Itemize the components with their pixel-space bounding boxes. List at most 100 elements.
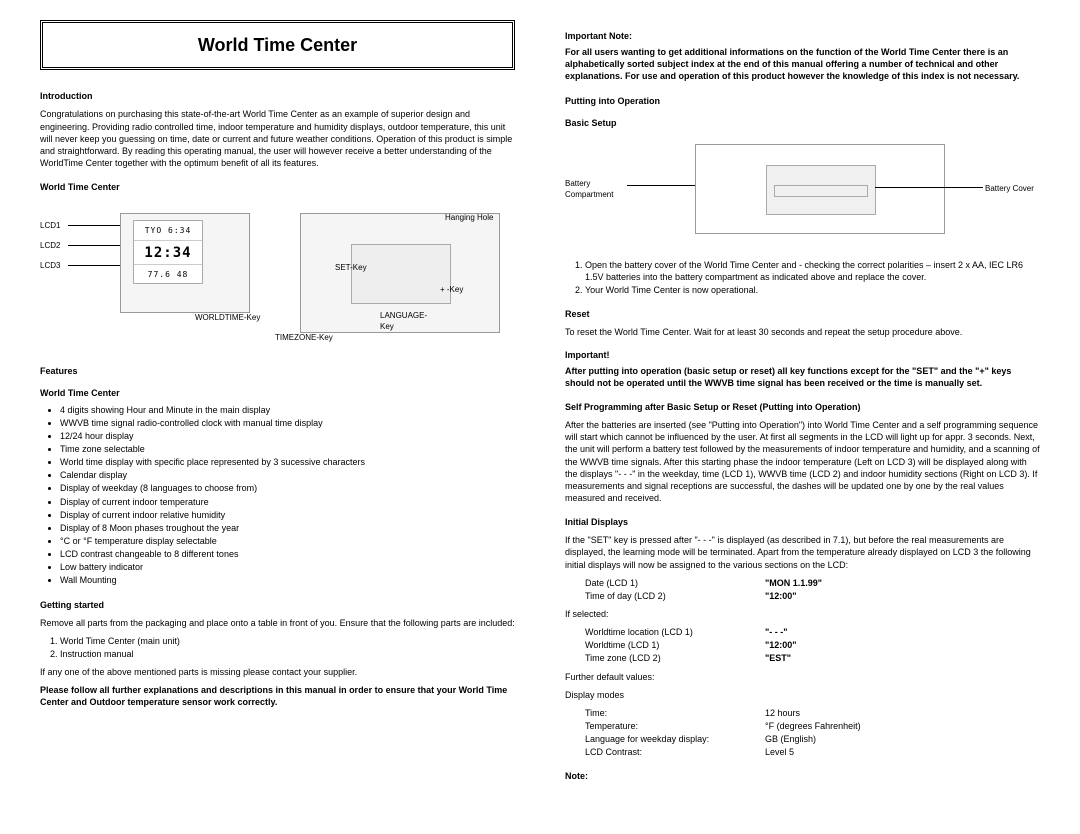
bc-line-right xyxy=(875,187,983,188)
right-column: Important Note: For all users wanting to… xyxy=(565,20,1040,814)
basic-setup-heading: Basic Setup xyxy=(565,117,1040,129)
display-value: "MON 1.1.99" xyxy=(765,577,822,589)
feature-item: 4 digits showing Hour and Minute in the … xyxy=(60,404,515,416)
display-value: "12:00" xyxy=(765,590,797,602)
reset-heading: Reset xyxy=(565,308,1040,320)
device-diagram: LCD1 LCD2 LCD3 TYO 6:34 12:34 77.6 48 Ha… xyxy=(40,203,515,353)
display-key: Language for weekday display: xyxy=(585,733,765,745)
features-list: 4 digits showing Hour and Minute in the … xyxy=(60,404,515,587)
display-row: Worldtime (LCD 1)"12:00" xyxy=(585,639,1040,651)
display-value: "12:00" xyxy=(765,639,797,651)
wtc-heading: World Time Center xyxy=(40,181,515,193)
initial-rows-1: Date (LCD 1)"MON 1.1.99"Time of day (LCD… xyxy=(585,577,1040,602)
important-note-heading: Important Note: xyxy=(565,30,1040,42)
feature-item: Low battery indicator xyxy=(60,561,515,573)
feature-item: Display of current indoor relative humid… xyxy=(60,509,515,521)
getting-started-heading: Getting started xyxy=(40,599,515,611)
back-panel xyxy=(351,244,451,304)
lcd-block: TYO 6:34 12:34 77.6 48 xyxy=(133,220,203,284)
display-value: GB (English) xyxy=(765,733,816,745)
feature-item: World time display with specific place r… xyxy=(60,456,515,468)
display-value: Level 5 xyxy=(765,746,794,758)
left-column: World Time Center Introduction Congratul… xyxy=(40,20,515,814)
display-row: Time zone (LCD 2)"EST" xyxy=(585,652,1040,664)
initial-rows-2: Worldtime location (LCD 1)"- - -"Worldti… xyxy=(585,626,1040,664)
lcd-row-1: TYO 6:34 xyxy=(134,221,202,241)
getting-started-p3: Please follow all further explanations a… xyxy=(40,684,515,708)
display-row: Language for weekday display:GB (English… xyxy=(585,733,1040,745)
feature-item: °C or °F temperature display selectable xyxy=(60,535,515,547)
display-key: Time zone (LCD 2) xyxy=(585,652,765,664)
display-row: Time of day (LCD 2)"12:00" xyxy=(585,590,1040,602)
further-default: Further default values: xyxy=(565,671,1040,683)
plus-key-label: + -Key xyxy=(440,285,463,296)
getting-started-list: World Time Center (main unit)Instruction… xyxy=(60,635,515,660)
worldtime-key-label: WORLDTIME-Key xyxy=(195,313,260,324)
note-heading: Note: xyxy=(565,770,1040,782)
feature-item: WWVB time signal radio-controlled clock … xyxy=(60,417,515,429)
hanging-hole-label: Hanging Hole xyxy=(445,213,493,224)
lcd1-label: LCD1 xyxy=(40,221,60,232)
getting-item: World Time Center (main unit) xyxy=(60,635,515,647)
important2-text: After putting into operation (basic setu… xyxy=(565,365,1040,389)
display-key: Time of day (LCD 2) xyxy=(585,590,765,602)
feature-item: Calendar display xyxy=(60,469,515,481)
display-row: LCD Contrast:Level 5 xyxy=(585,746,1040,758)
display-key: Temperature: xyxy=(585,720,765,732)
if-selected: If selected: xyxy=(565,608,1040,620)
getting-item: Instruction manual xyxy=(60,648,515,660)
lcd-row-2: 12:34 xyxy=(134,241,202,265)
set-key-label: SET-Key xyxy=(335,263,367,274)
initial-rows-3: Time:12 hoursTemperature:°F (degrees Fah… xyxy=(585,707,1040,759)
reset-text: To reset the World Time Center. Wait for… xyxy=(565,326,1040,338)
display-key: Time: xyxy=(585,707,765,719)
feature-item: Display of 8 Moon phases troughout the y… xyxy=(60,522,515,534)
display-value: 12 hours xyxy=(765,707,800,719)
title-box: World Time Center xyxy=(40,20,515,70)
feature-item: Display of current indoor temperature xyxy=(60,496,515,508)
intro-heading: Introduction xyxy=(40,90,515,102)
display-row: Temperature:°F (degrees Fahrenheit) xyxy=(585,720,1040,732)
lcd-row-3: 77.6 48 xyxy=(134,265,202,285)
display-value: "EST" xyxy=(765,652,791,664)
feature-item: Display of weekday (8 languages to choos… xyxy=(60,482,515,494)
display-value: °F (degrees Fahrenheit) xyxy=(765,720,861,732)
battery-rect xyxy=(774,185,868,197)
basic-step: Your World Time Center is now operationa… xyxy=(585,284,1040,296)
initial-displays-text: If the "SET" key is pressed after "- - -… xyxy=(565,534,1040,570)
page-title: World Time Center xyxy=(198,35,357,55)
basic-step: Open the battery cover of the World Time… xyxy=(585,259,1040,283)
features-subheading: World Time Center xyxy=(40,387,515,399)
lcd2-label: LCD2 xyxy=(40,241,60,252)
display-key: LCD Contrast: xyxy=(585,746,765,758)
display-key: Worldtime (LCD 1) xyxy=(585,639,765,651)
feature-item: 12/24 hour display xyxy=(60,430,515,442)
display-row: Date (LCD 1)"MON 1.1.99" xyxy=(585,577,1040,589)
display-value: "- - -" xyxy=(765,626,788,638)
intro-text: Congratulations on purchasing this state… xyxy=(40,108,515,169)
getting-started-p2: If any one of the above mentioned parts … xyxy=(40,666,515,678)
important-note-text: For all users wanting to get additional … xyxy=(565,46,1040,82)
selfprog-text: After the batteries are inserted (see "P… xyxy=(565,419,1040,504)
initial-displays-heading: Initial Displays xyxy=(565,516,1040,528)
display-key: Worldtime location (LCD 1) xyxy=(585,626,765,638)
display-row: Worldtime location (LCD 1)"- - -" xyxy=(585,626,1040,638)
back-body xyxy=(695,144,945,234)
getting-started-p1: Remove all parts from the packaging and … xyxy=(40,617,515,629)
battery-cover-label: Battery Cover xyxy=(985,184,1034,195)
display-row: Time:12 hours xyxy=(585,707,1040,719)
feature-item: Wall Mounting xyxy=(60,574,515,586)
feature-item: LCD contrast changeable to 8 different t… xyxy=(60,548,515,560)
language-key-label: LANGUAGE- Key xyxy=(380,311,427,333)
feature-item: Time zone selectable xyxy=(60,443,515,455)
lcd3-label: LCD3 xyxy=(40,261,60,272)
basic-setup-list: Open the battery cover of the World Time… xyxy=(585,259,1040,296)
selfprog-heading: Self Programming after Basic Setup or Re… xyxy=(565,401,1040,413)
timezone-key-label: TIMEZONE-Key xyxy=(275,333,333,344)
important2-heading: Important! xyxy=(565,349,1040,361)
display-modes: Display modes xyxy=(565,689,1040,701)
display-key: Date (LCD 1) xyxy=(585,577,765,589)
features-heading: Features xyxy=(40,365,515,377)
battery-compartment-label: Battery Compartment xyxy=(565,179,625,201)
putting-heading: Putting into Operation xyxy=(565,95,1040,107)
